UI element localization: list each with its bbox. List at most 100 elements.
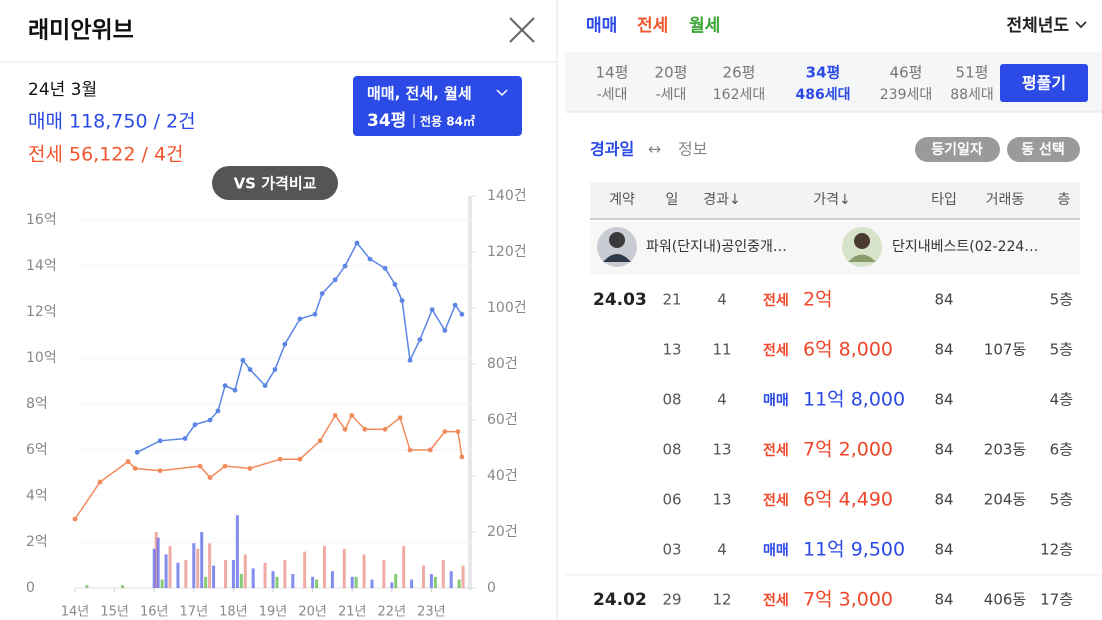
size-units[interactable]: -세대	[656, 87, 687, 103]
row-elapsed[interactable]: 13	[712, 441, 731, 459]
price-point	[72, 516, 78, 522]
row-floor[interactable]: 12층	[1040, 541, 1073, 559]
x-tick-label: 18년	[219, 605, 248, 620]
row-elapsed[interactable]: 11	[712, 341, 731, 359]
price-point	[222, 383, 228, 388]
volume-bar	[410, 579, 414, 588]
unfold-button[interactable]	[1000, 64, 1088, 102]
column-header[interactable]: 타입	[931, 192, 957, 208]
row-kind[interactable]: 전세	[763, 342, 789, 359]
year-filter[interactable]: 전체년도	[1006, 16, 1069, 36]
row-price[interactable]: 2억	[803, 289, 833, 311]
size-tab[interactable]: 51평	[956, 64, 989, 82]
y2-tick-label: 100건	[487, 300, 527, 316]
row-elapsed[interactable]: 4	[717, 391, 727, 409]
column-header[interactable]: 가격↓	[813, 192, 851, 208]
chip[interactable]	[1007, 137, 1080, 162]
row-area[interactable]: 84	[934, 391, 953, 409]
summary-sale: 매매 118,750 / 2건	[28, 111, 196, 133]
row-day[interactable]: 03	[662, 541, 681, 559]
size-units[interactable]: 486세대	[796, 87, 851, 103]
y-tick-label: 0	[26, 580, 35, 596]
price-point	[382, 426, 388, 432]
compare-button[interactable]	[212, 166, 338, 200]
size-tab[interactable]: 14평	[596, 64, 629, 82]
agent-name[interactable]: 파워(단지내)공인중개…	[646, 239, 787, 255]
chip[interactable]	[915, 137, 1000, 162]
row-elapsed[interactable]: 12	[712, 591, 731, 609]
row-price[interactable]: 7억 2,000	[803, 439, 893, 461]
toggle-right[interactable]: 정보	[678, 140, 707, 159]
row-elapsed[interactable]: 4	[717, 541, 727, 559]
volume-bar	[449, 571, 453, 588]
row-floor[interactable]: 5층	[1050, 341, 1073, 359]
price-point	[342, 263, 348, 269]
row-day[interactable]: 13	[662, 341, 681, 359]
row-dong[interactable]: 203동	[984, 441, 1027, 459]
row-kind[interactable]: 매매	[763, 543, 789, 559]
row-area[interactable]: 84	[934, 291, 953, 309]
filter-button[interactable]	[353, 76, 522, 136]
price-point	[297, 456, 303, 462]
row-day[interactable]: 08	[662, 441, 681, 459]
column-header[interactable]: 계약	[609, 192, 635, 208]
size-units[interactable]: -세대	[597, 87, 628, 103]
row-dong[interactable]: 107동	[984, 341, 1027, 359]
size-tab[interactable]: 34평	[806, 64, 841, 82]
row-area[interactable]: 84	[934, 441, 953, 459]
row-area[interactable]: 84	[934, 541, 953, 559]
volume-bar	[164, 554, 168, 588]
column-header[interactable]: 경과↓	[703, 192, 741, 208]
size-tab[interactable]: 26평	[723, 64, 756, 82]
close-button[interactable]	[509, 17, 535, 43]
row-dong[interactable]: 406동	[984, 591, 1027, 609]
size-tab[interactable]: 46평	[890, 64, 923, 82]
column-header[interactable]: 일	[666, 192, 679, 208]
row-area[interactable]: 84	[934, 341, 953, 359]
price-point	[192, 422, 198, 428]
trade-tab[interactable]: 전세	[637, 16, 668, 36]
row-kind[interactable]: 전세	[763, 492, 789, 509]
row-floor[interactable]: 17층	[1040, 591, 1073, 609]
row-price[interactable]: 11억 8,000	[803, 389, 905, 411]
row-floor[interactable]: 6층	[1050, 441, 1073, 459]
volume-bar	[315, 579, 319, 588]
row-kind[interactable]: 전세	[763, 592, 789, 609]
row-day[interactable]: 29	[662, 591, 681, 609]
volume-bar	[382, 560, 386, 588]
toggle-left[interactable]: 경과일	[590, 140, 634, 159]
agent-name[interactable]: 단지내베스트(02-224…	[892, 239, 1038, 255]
row-price[interactable]: 6억 4,490	[803, 489, 893, 511]
row-area[interactable]: 84	[934, 591, 953, 609]
row-dong[interactable]: 204동	[984, 491, 1027, 509]
row-floor[interactable]: 5층	[1050, 291, 1073, 309]
row-price[interactable]: 6억 8,000	[803, 339, 893, 361]
price-point	[207, 417, 213, 423]
volume-bar	[168, 546, 172, 588]
row-day[interactable]: 08	[662, 391, 681, 409]
row-elapsed[interactable]: 13	[712, 491, 731, 509]
row-floor[interactable]: 5층	[1050, 491, 1073, 509]
size-units[interactable]: 88세대	[950, 87, 994, 103]
size-tab[interactable]: 20평	[655, 64, 688, 82]
row-price[interactable]: 7억 3,000	[803, 589, 893, 611]
size-units[interactable]: 239세대	[880, 87, 932, 103]
row-floor[interactable]: 4층	[1050, 391, 1073, 409]
row-day[interactable]: 21	[662, 291, 681, 309]
size-units[interactable]: 162세대	[713, 87, 765, 103]
row-kind[interactable]: 전세	[763, 292, 789, 309]
row-elapsed[interactable]: 4	[717, 291, 727, 309]
row-kind[interactable]: 매매	[763, 393, 789, 409]
price-point	[157, 438, 163, 444]
trade-tab[interactable]: 매매	[586, 16, 617, 36]
row-day[interactable]: 06	[662, 491, 681, 509]
y-tick-label: 16억	[26, 212, 57, 228]
y-tick-label: 4억	[26, 488, 48, 504]
trade-tab[interactable]: 월세	[689, 16, 720, 36]
column-header[interactable]: 거래동	[986, 192, 1025, 208]
column-header[interactable]: 층	[1058, 192, 1071, 208]
row-price[interactable]: 11억 9,500	[803, 539, 905, 561]
price-point	[429, 307, 435, 313]
row-area[interactable]: 84	[934, 491, 953, 509]
row-kind[interactable]: 전세	[763, 442, 789, 459]
